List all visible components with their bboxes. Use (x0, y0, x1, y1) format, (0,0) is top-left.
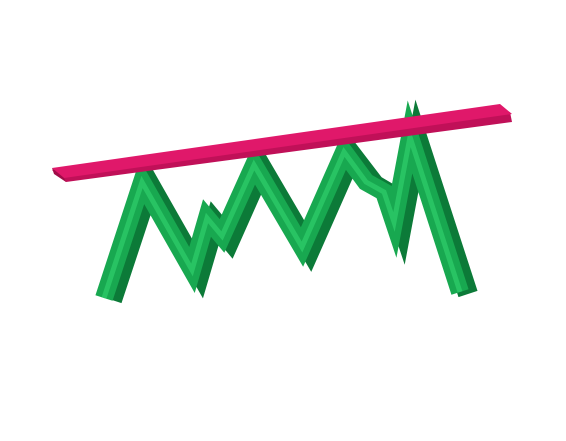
beam-end (52, 168, 66, 182)
top-beam (52, 104, 512, 182)
zigzag-support (95, 99, 478, 304)
zigzag-highlight (101, 126, 463, 299)
beam-top (52, 104, 512, 178)
